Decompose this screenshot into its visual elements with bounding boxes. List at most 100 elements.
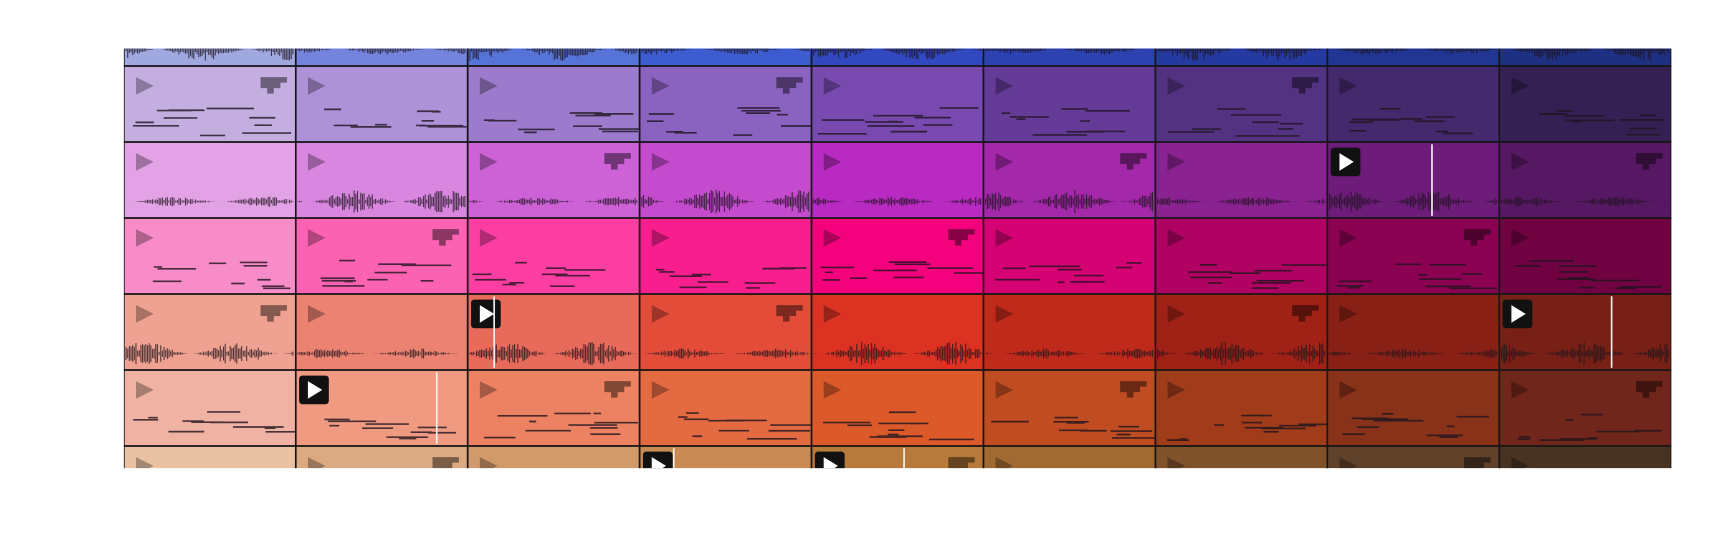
clip-cell[interactable] (123, 293, 297, 371)
clip-cell[interactable] (982, 65, 1157, 143)
play-icon[interactable] (480, 1, 498, 19)
play-icon[interactable] (1167, 381, 1186, 399)
clip-cell[interactable] (123, 445, 297, 522)
clip-cell[interactable] (123, 141, 297, 219)
clip-cell[interactable] (638, 141, 813, 219)
play-icon[interactable] (651, 305, 670, 323)
play-icon[interactable] (135, 77, 154, 95)
clip-cell[interactable] (810, 445, 985, 522)
play-icon[interactable] (651, 77, 670, 95)
play-icon[interactable] (1339, 305, 1358, 323)
play-icon[interactable] (823, 153, 842, 171)
play-icon[interactable] (135, 381, 154, 399)
clip-cell[interactable] (123, 369, 298, 447)
play-icon[interactable] (996, 1, 1014, 19)
clip-cell[interactable] (810, 369, 985, 447)
play-icon[interactable] (995, 381, 1014, 399)
play-icon[interactable] (1511, 457, 1530, 475)
play-icon[interactable] (479, 153, 498, 171)
play-icon[interactable] (1511, 1, 1529, 19)
play-icon[interactable] (307, 153, 326, 171)
play-icon[interactable] (651, 229, 670, 247)
clip-cell[interactable] (638, 65, 814, 143)
play-icon[interactable] (1511, 229, 1530, 247)
play-icon[interactable] (1511, 153, 1530, 171)
clip-cell[interactable] (466, 0, 641, 67)
clip-cell[interactable] (1154, 293, 1329, 371)
play-icon[interactable] (823, 229, 842, 247)
clip-cell[interactable] (1154, 217, 1329, 295)
play-icon[interactable] (479, 381, 498, 399)
play-icon[interactable] (307, 457, 326, 475)
clip-cell[interactable] (466, 65, 644, 143)
play-icon[interactable] (135, 457, 154, 475)
clip-cell[interactable] (294, 369, 469, 447)
clip-cell[interactable] (982, 369, 1163, 447)
play-button-active[interactable] (814, 451, 845, 481)
clip-cell[interactable] (1326, 445, 1501, 522)
play-icon[interactable] (135, 229, 154, 247)
play-icon[interactable] (995, 77, 1014, 95)
clip-cell[interactable] (810, 141, 985, 219)
clip-cell[interactable] (638, 293, 813, 371)
clip-cell[interactable] (294, 65, 469, 143)
clip-cell[interactable] (1498, 369, 1672, 447)
clip-cell[interactable] (1326, 293, 1501, 371)
clip-cell[interactable] (123, 65, 297, 143)
play-icon[interactable] (479, 457, 498, 475)
play-icon[interactable] (1167, 305, 1186, 323)
clip-cell[interactable] (1498, 0, 1672, 67)
play-icon[interactable] (824, 1, 842, 19)
clip-cell[interactable] (466, 369, 641, 447)
play-icon[interactable] (135, 305, 154, 323)
play-icon[interactable] (1339, 381, 1358, 399)
clip-cell[interactable] (1498, 65, 1672, 143)
clip-cell[interactable] (294, 141, 469, 219)
clip-cell[interactable] (1326, 65, 1501, 143)
play-icon[interactable] (1167, 457, 1186, 475)
play-icon[interactable] (1339, 457, 1358, 475)
play-icon[interactable] (1511, 381, 1530, 399)
play-icon[interactable] (651, 153, 670, 171)
clip-cell[interactable] (1154, 141, 1329, 219)
clip-cell[interactable] (466, 445, 641, 522)
play-icon[interactable] (308, 1, 326, 19)
clip-cell[interactable] (638, 445, 813, 522)
clip-cell[interactable] (1326, 141, 1501, 219)
play-icon[interactable] (1339, 77, 1358, 95)
clip-cell[interactable] (123, 0, 297, 67)
clip-cell[interactable] (466, 293, 641, 371)
play-icon[interactable] (651, 381, 670, 399)
play-icon[interactable] (1339, 229, 1358, 247)
clip-cell[interactable] (810, 0, 985, 67)
play-icon[interactable] (479, 229, 498, 247)
clip-cell[interactable] (466, 217, 641, 295)
clip-cell[interactable] (1498, 445, 1672, 522)
clip-cell[interactable] (1154, 0, 1329, 67)
play-icon[interactable] (307, 305, 326, 323)
play-icon[interactable] (995, 153, 1014, 171)
clip-cell[interactable] (123, 217, 297, 295)
clip-cell[interactable] (810, 293, 985, 371)
play-icon[interactable] (995, 305, 1014, 323)
clip-cell[interactable] (982, 141, 1157, 219)
clip-cell[interactable] (810, 217, 992, 295)
play-icon[interactable] (479, 77, 498, 95)
play-icon[interactable] (1339, 1, 1357, 19)
clip-cell[interactable] (810, 65, 985, 143)
clip-cell[interactable] (294, 445, 469, 522)
play-icon[interactable] (995, 229, 1014, 247)
clip-cell[interactable] (1154, 369, 1333, 447)
clip-cell[interactable] (638, 217, 813, 295)
clip-cell[interactable] (982, 0, 1157, 67)
play-icon[interactable] (136, 1, 154, 19)
clip-cell[interactable] (1326, 0, 1501, 67)
clip-cell[interactable] (1154, 445, 1329, 522)
play-icon[interactable] (135, 153, 154, 171)
play-icon[interactable] (652, 1, 670, 19)
clip-cell[interactable] (1326, 369, 1501, 447)
play-icon[interactable] (1167, 229, 1186, 247)
play-icon[interactable] (1167, 77, 1186, 95)
play-icon[interactable] (995, 457, 1014, 475)
clip-cell[interactable] (1498, 141, 1672, 219)
